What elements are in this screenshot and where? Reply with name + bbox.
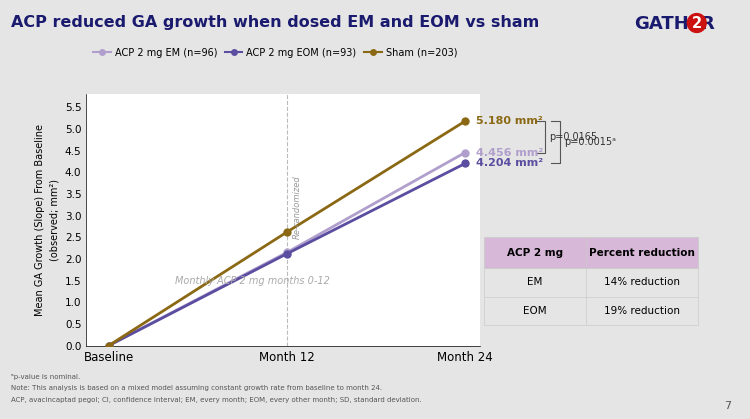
Text: 19% reduction: 19% reduction bbox=[604, 305, 680, 316]
Text: ᵃp-value is nominal.: ᵃp-value is nominal. bbox=[11, 374, 80, 380]
Text: GATHER: GATHER bbox=[634, 15, 715, 33]
Text: p=0.0165: p=0.0165 bbox=[549, 132, 597, 142]
Text: Re-randomized: Re-randomized bbox=[292, 175, 302, 239]
Text: 4.204 mm²: 4.204 mm² bbox=[476, 158, 544, 168]
Text: 7: 7 bbox=[724, 401, 731, 411]
Text: 4.456 mm²: 4.456 mm² bbox=[476, 147, 544, 158]
Text: ACP 2 mg: ACP 2 mg bbox=[507, 248, 563, 258]
Text: 2: 2 bbox=[692, 16, 702, 31]
Text: Monthly ACP 2 mg months 0-12: Monthly ACP 2 mg months 0-12 bbox=[176, 276, 330, 286]
Text: ACP reduced GA growth when dosed EM and EOM vs sham: ACP reduced GA growth when dosed EM and … bbox=[11, 15, 539, 30]
Y-axis label: Mean GA Growth (Slope) From Baseline
(observed; mm²): Mean GA Growth (Slope) From Baseline (ob… bbox=[35, 124, 59, 316]
Legend: ACP 2 mg EM (n=96), ACP 2 mg EOM (n=93), Sham (n=203): ACP 2 mg EM (n=96), ACP 2 mg EOM (n=93),… bbox=[89, 44, 461, 62]
Text: Note: This analysis is based on a mixed model assuming constant growth rate from: Note: This analysis is based on a mixed … bbox=[11, 385, 382, 391]
Text: Percent reduction: Percent reduction bbox=[589, 248, 694, 258]
Bar bbox=[484, 237, 698, 269]
Text: 5.180 mm²: 5.180 mm² bbox=[476, 116, 543, 126]
Text: 14% reduction: 14% reduction bbox=[604, 277, 680, 287]
Text: p=0.0015ᵃ: p=0.0015ᵃ bbox=[564, 137, 616, 147]
Text: EOM: EOM bbox=[524, 305, 547, 316]
Text: ACP, avacincaptad pegol; CI, confidence interval; EM, every month; EOM, every ot: ACP, avacincaptad pegol; CI, confidence … bbox=[11, 397, 422, 403]
Text: EM: EM bbox=[527, 277, 543, 287]
